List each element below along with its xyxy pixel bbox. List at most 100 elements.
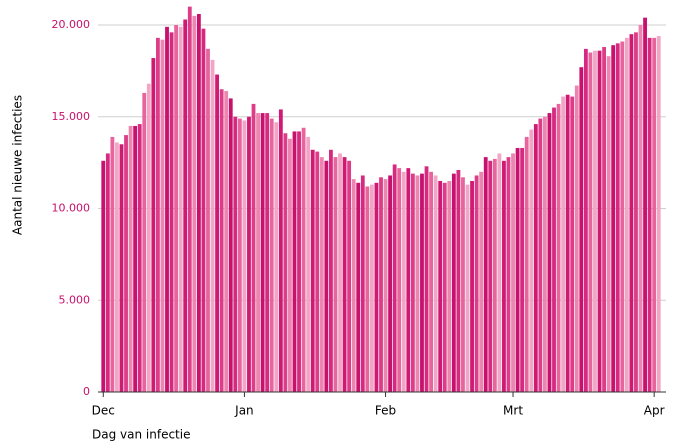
- y-tick-label: 15.000: [52, 110, 91, 123]
- bar: [397, 168, 402, 392]
- bar: [624, 37, 629, 392]
- bar: [574, 85, 579, 393]
- bar: [169, 32, 174, 393]
- bar: [283, 133, 288, 392]
- bar: [219, 89, 224, 392]
- bar: [593, 50, 597, 392]
- bar: [319, 157, 324, 392]
- bar: [415, 175, 420, 392]
- bar: [342, 157, 347, 392]
- bar: [652, 37, 657, 392]
- bar: [451, 173, 456, 392]
- bar: [565, 94, 570, 392]
- bar: [333, 157, 338, 392]
- bar: [438, 180, 443, 392]
- bar: [643, 17, 647, 392]
- x-tick-label: Dec: [92, 404, 115, 418]
- bar: [410, 173, 415, 392]
- bar: [533, 124, 538, 392]
- bar: [301, 127, 306, 392]
- bar: [520, 147, 525, 392]
- bar: [274, 122, 279, 392]
- y-tick-label: 20.000: [52, 18, 91, 31]
- bar: [424, 166, 429, 392]
- bar: [360, 175, 365, 392]
- y-tick-label: 5.000: [59, 293, 91, 306]
- bar: [338, 153, 342, 392]
- bar: [547, 113, 552, 392]
- bar: [556, 103, 561, 392]
- bar: [611, 45, 616, 393]
- bar: [429, 171, 433, 392]
- bar: [247, 116, 251, 392]
- bar: [146, 83, 151, 392]
- bar: [474, 175, 479, 392]
- bar: [492, 158, 497, 392]
- y-tick-label: 0: [83, 385, 90, 398]
- bar: [511, 153, 515, 392]
- bar: [483, 157, 488, 392]
- bar: [155, 37, 160, 392]
- bar: [447, 180, 452, 392]
- bar: [629, 34, 634, 393]
- bar: [201, 28, 206, 392]
- x-tick-label: Mrt: [503, 404, 523, 418]
- bar: [638, 25, 643, 392]
- bar: [442, 182, 447, 392]
- bar: [552, 107, 556, 392]
- bar: [561, 96, 566, 392]
- bar: [115, 142, 119, 392]
- bar: [379, 177, 383, 392]
- bar: [228, 98, 233, 393]
- bar: [597, 50, 602, 392]
- bar: [151, 58, 156, 392]
- bar: [502, 160, 506, 392]
- bar: [456, 169, 461, 392]
- bar: [465, 184, 470, 392]
- bar: [583, 48, 588, 392]
- bar: [292, 131, 297, 392]
- bar: [369, 184, 374, 392]
- y-tick-label: 10.000: [52, 202, 91, 215]
- bar: [206, 48, 210, 392]
- bar: [183, 19, 188, 393]
- bar: [187, 6, 192, 393]
- x-tick-label: Apr: [644, 404, 665, 418]
- bar: [356, 182, 361, 392]
- bar: [306, 136, 311, 392]
- bar: [365, 186, 370, 392]
- bar: [237, 118, 242, 393]
- bar: [101, 160, 106, 392]
- bar: [606, 56, 611, 392]
- bar: [165, 26, 169, 393]
- bar: [406, 168, 411, 392]
- bar: [329, 149, 333, 392]
- bar: [374, 182, 379, 392]
- bar: [420, 173, 424, 392]
- bar: [488, 160, 493, 392]
- bar: [174, 25, 179, 392]
- bar: [133, 125, 138, 393]
- bar: [196, 13, 201, 393]
- bar: [538, 118, 543, 393]
- bar: [479, 171, 484, 392]
- bar: [160, 39, 165, 393]
- bar: [588, 52, 593, 393]
- bar: [119, 144, 124, 392]
- bar: [242, 120, 247, 393]
- bar: [124, 135, 128, 392]
- bar: [224, 91, 229, 392]
- bar: [260, 113, 265, 392]
- bar: [105, 153, 110, 392]
- bar: [351, 179, 356, 392]
- x-tick-label: Feb: [375, 404, 396, 418]
- bar: [128, 125, 133, 393]
- bar: [297, 131, 301, 392]
- bar: [401, 171, 406, 392]
- bar: [383, 179, 388, 392]
- bar: [506, 157, 511, 392]
- bar: [647, 37, 652, 392]
- bar: [233, 116, 238, 392]
- bar: [278, 109, 283, 392]
